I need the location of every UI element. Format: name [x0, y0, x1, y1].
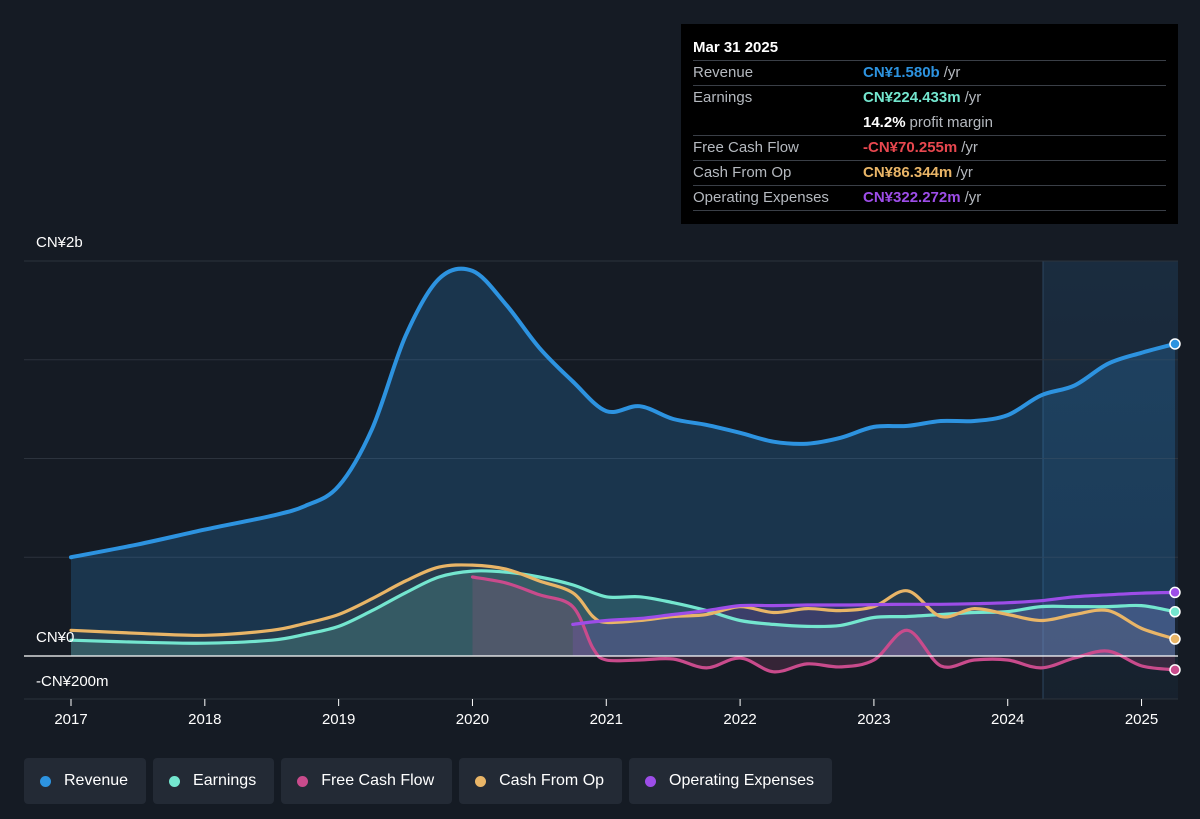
- tooltip-row: Cash From Op CN¥86.344m/yr: [693, 160, 1166, 185]
- legend-item-operating-expenses[interactable]: Operating Expenses: [629, 758, 833, 804]
- tooltip-row-unit: /yr: [964, 89, 982, 106]
- tooltip-row-unit: /yr: [943, 64, 961, 81]
- legend-dot-icon: [645, 775, 657, 787]
- x-tick-label-2017: 2017: [54, 711, 87, 728]
- gridlines: [24, 260, 1178, 700]
- y-axis-label-bottom: -CN¥200m: [36, 673, 109, 690]
- legend-item-label: Revenue: [64, 772, 129, 789]
- tooltip-row-value: CN¥224.433m: [863, 89, 961, 106]
- tooltip-row-label: [693, 111, 863, 135]
- x-tick-label-2019: 2019: [322, 711, 355, 728]
- legend-item-cash-from-op[interactable]: Cash From Op: [459, 758, 623, 804]
- series-lines: [24, 266, 1178, 674]
- tooltip-row-label: Earnings: [693, 89, 753, 106]
- tooltip-row: Earnings CN¥224.433m/yr: [693, 85, 1166, 110]
- legend-dot-icon: [475, 775, 487, 787]
- free-cash-flow-end-point: [1169, 664, 1181, 676]
- x-axis-ticks: 2017 2018 2019 2020 2021 2022 2023 2024 2025: [54, 699, 1158, 728]
- y-axis-label-top: CN¥2b: [36, 234, 83, 251]
- tooltip-row-value: CN¥322.272m: [863, 189, 961, 206]
- tooltip-date: Mar 31 2025: [693, 39, 779, 56]
- legend-item-label: Free Cash Flow: [321, 772, 435, 789]
- tooltip-row-value: CN¥86.344m: [863, 164, 953, 181]
- legend-dot-icon: [40, 775, 51, 787]
- x-tick-label-2023: 2023: [857, 711, 890, 728]
- legend-dot-icon: [169, 775, 181, 787]
- y-axis-label-zero: CN¥0: [36, 629, 75, 646]
- revenue-area: [71, 268, 1175, 656]
- x-tick-label-2022: 2022: [723, 711, 756, 728]
- legend-item-free-cash-flow[interactable]: Free Cash Flow: [281, 758, 453, 804]
- tooltip-row: Free Cash Flow -CN¥70.255m/yr: [693, 135, 1166, 160]
- forecast-shade: [1043, 261, 1178, 699]
- x-tick-label-2020: 2020: [456, 711, 489, 728]
- operating-expenses-end-point: [1169, 586, 1181, 599]
- legend-dot-icon: [297, 775, 309, 787]
- legend-item-label: Cash From Op: [499, 772, 605, 789]
- tooltip-row-value: 14.2%: [863, 114, 906, 131]
- data-tooltip: Mar 31 2025 Revenue CN¥1.580b/yr Earnings C…: [681, 24, 1178, 224]
- tooltip-row-unit: /yr: [961, 139, 978, 156]
- legend-item-label: Operating Expenses: [669, 772, 815, 789]
- tooltip-row-unit: /yr: [964, 189, 982, 206]
- tooltip-row-label: Revenue: [693, 64, 754, 81]
- tooltip-row: 14.2% profit margin: [693, 110, 1166, 135]
- revenue-line: [69, 266, 1177, 560]
- tooltip-row: Operating Expenses CN¥322.272m/yr: [693, 185, 1166, 210]
- tooltip-row-label: Operating Expenses: [693, 189, 829, 206]
- tooltip-row-value: CN¥1.580b: [863, 64, 940, 81]
- x-tick-label-2025: 2025: [1125, 711, 1158, 728]
- earnings-line: [69, 569, 1177, 645]
- x-tick-label-2021: 2021: [590, 711, 623, 728]
- cash-from-op-end-point: [1169, 633, 1181, 645]
- legend-item-revenue[interactable]: Revenue: [24, 758, 147, 804]
- x-tick-label-2024: 2024: [991, 711, 1024, 728]
- tooltip-row-value: -CN¥70.255m: [863, 139, 958, 156]
- revenue-end-point: [1169, 338, 1181, 350]
- tooltip-row-unit: profit margin: [909, 114, 993, 131]
- tooltip-row: Revenue CN¥1.580b/yr: [693, 60, 1166, 85]
- tooltip-row-unit: /yr: [956, 164, 973, 181]
- series-end-dots: [1169, 338, 1181, 676]
- earnings-end-point: [1169, 606, 1181, 618]
- tooltip-row-label: Free Cash Flow: [693, 139, 799, 156]
- tooltip-row-label: Cash From Op: [693, 164, 792, 181]
- tooltip-bottom-divider: [693, 210, 1166, 211]
- legend: Revenue Earnings Free Cash Flow Cash From O…: [24, 758, 833, 804]
- free-cash-flow-line: [470, 575, 1177, 674]
- x-tick-label-2018: 2018: [188, 711, 221, 728]
- operating-expenses-line: [571, 590, 1177, 626]
- legend-item-earnings[interactable]: Earnings: [153, 758, 275, 804]
- legend-item-label: Earnings: [193, 772, 257, 789]
- cash-from-op-line: [69, 563, 1177, 641]
